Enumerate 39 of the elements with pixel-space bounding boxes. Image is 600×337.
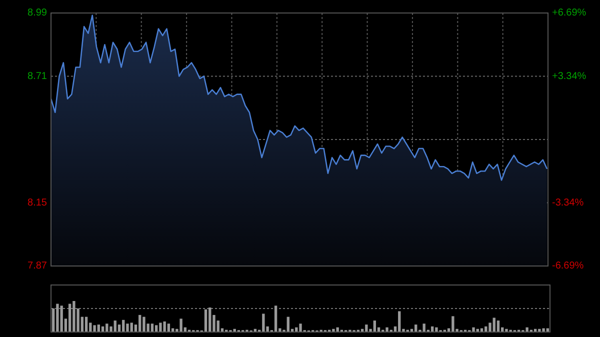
y2-tick-label: +6.69% xyxy=(552,8,586,19)
bar xyxy=(398,311,401,332)
bar xyxy=(526,327,528,332)
y2-tick-label: -3.34% xyxy=(552,197,584,208)
bar xyxy=(60,306,63,332)
y-tick-label: 7.87 xyxy=(28,260,48,272)
y-tick-label: 8.99 xyxy=(28,8,48,19)
bar xyxy=(274,306,278,332)
bar xyxy=(204,309,208,332)
bar xyxy=(163,321,166,332)
bar xyxy=(422,324,426,332)
bar xyxy=(435,327,438,332)
bar xyxy=(56,304,59,332)
bar xyxy=(138,314,142,332)
bar xyxy=(142,316,146,332)
bar xyxy=(93,325,96,332)
bar xyxy=(52,308,55,332)
y-tick-label: 8.71 xyxy=(28,70,48,82)
bar xyxy=(72,301,76,332)
bar xyxy=(336,327,339,332)
y2-tick-label: +3.34% xyxy=(552,70,586,82)
bar xyxy=(332,328,335,332)
y2-tick-label: -6.69% xyxy=(552,260,584,272)
bar xyxy=(452,316,454,332)
bar xyxy=(542,328,545,332)
bar xyxy=(492,318,496,332)
bar xyxy=(130,322,133,332)
bar xyxy=(386,327,388,332)
bar xyxy=(208,308,212,332)
y-tick-label: 8.15 xyxy=(28,197,48,208)
bar xyxy=(68,304,72,332)
bar xyxy=(538,328,541,332)
bar xyxy=(505,328,508,332)
bar xyxy=(180,318,182,332)
bar xyxy=(126,324,129,332)
bar xyxy=(262,314,265,332)
bar xyxy=(299,324,302,332)
bar xyxy=(159,322,162,332)
bar xyxy=(472,327,475,332)
